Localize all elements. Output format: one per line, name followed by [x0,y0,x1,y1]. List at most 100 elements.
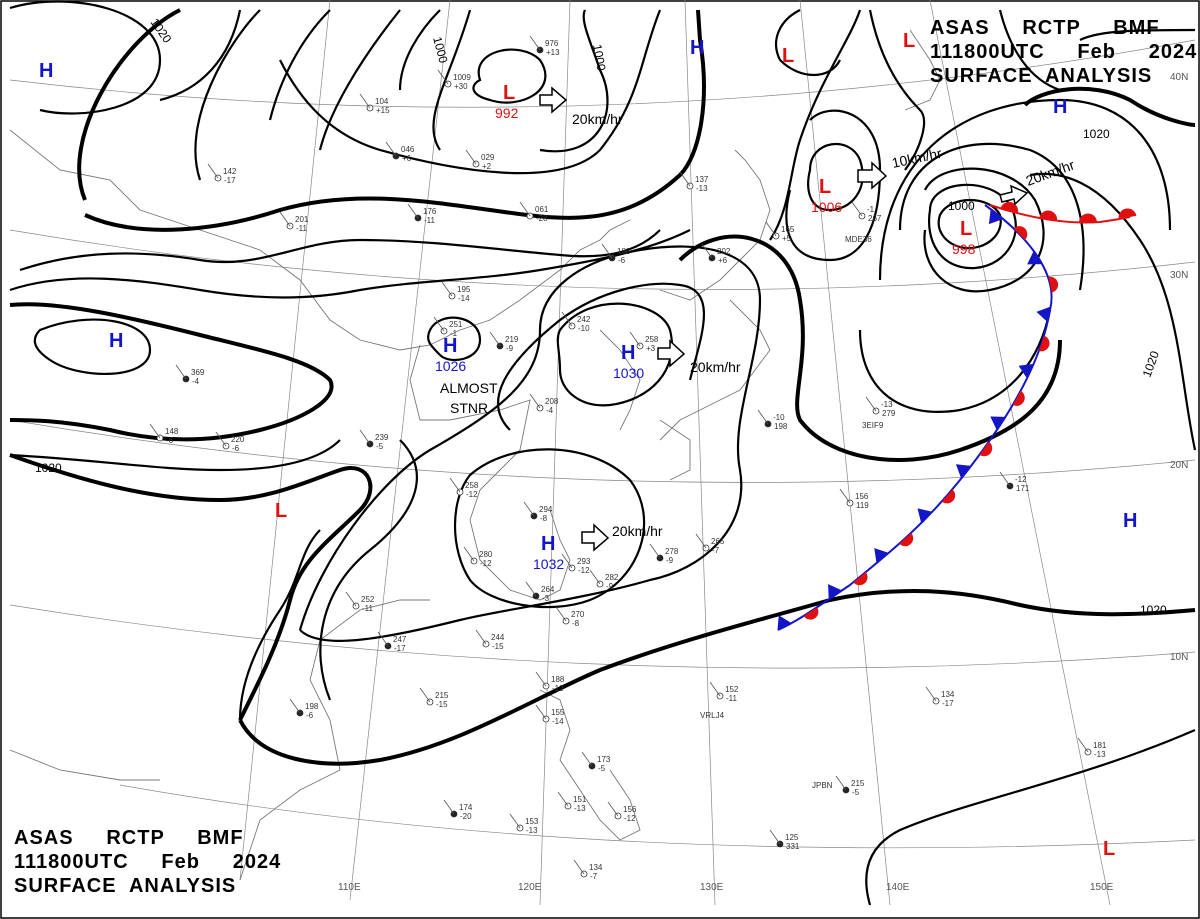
station-tendency: -8 [540,514,548,523]
station-tendency: -11 [424,216,436,225]
station-pressure: 258 [645,335,659,344]
cold-front-triangle [955,464,972,479]
station-pressure: 061 [535,205,549,214]
latitude-labels: 40N 30N 20N 10N [1170,72,1188,663]
cold-front-triangle [828,584,842,600]
wind-barb [433,316,445,332]
station-pressure: 188 [617,247,631,256]
station-tendency: -5 [598,764,606,773]
cold-front-triangle [874,548,889,564]
wind-barb [489,331,501,347]
station-plot: 239-5 [359,429,389,451]
low-symbol: L [1103,838,1115,860]
warm-front-semicircle [1078,213,1097,223]
station-tendency: -8 [572,619,580,628]
station-plot: 251-1 [433,316,463,338]
svg-text:1020: 1020 [35,461,62,475]
station-plot: 208-4 [529,393,559,415]
wind-barb [519,201,531,217]
motion-arrow-low-992: 20km/hr [539,86,623,127]
station-plot: 137-13 [679,171,709,193]
station-pressure: 242 [577,315,591,324]
station-plot: 165+5 [765,221,795,243]
wind-barb [757,409,769,425]
wind-barb [529,35,541,51]
station-plot: 278-9 [649,543,679,565]
station-tendency: -13 [526,826,538,835]
low-symbol: L [819,176,831,198]
station-tendency: -12 [466,490,478,499]
station-plot: 181-13 [1077,737,1107,759]
wind-barb [561,311,573,327]
station-tendency: -11 [362,604,374,613]
wind-barb [465,149,477,165]
station-tendency: +13 [546,48,560,57]
station-tendency: -6 [306,711,314,720]
station-tendency: -13 [1094,750,1106,759]
wind-barb [601,243,613,259]
svg-text:1000: 1000 [590,43,608,72]
station-plot: 152-11 [709,681,739,703]
station-plot: 270-8 [555,606,585,628]
cold-front-triangle [1018,363,1034,379]
high-north: H [690,37,704,59]
svg-text:MDE36: MDE36 [845,235,872,244]
svg-text:140E: 140E [886,882,910,893]
high-symbol: H [621,342,635,364]
station-tendency: +5 [782,234,792,243]
wind-barb [709,681,721,697]
station-plot: 294-8 [523,501,553,523]
station-tendency: -12 [624,814,636,823]
wind-barb [345,591,357,607]
station-pressure: 046 [401,145,415,154]
station-plot: 244-15 [475,629,505,651]
wind-barb [835,775,847,791]
station-plot: 029+2 [465,149,495,171]
station-pressure: 239 [375,433,389,442]
station-tendency: -15 [492,642,504,651]
station-plot: 252-11 [345,591,375,613]
wind-barb [555,606,567,622]
high-east: H [1123,510,1137,532]
station-pressure: 247 [393,635,407,644]
coastlines [9,29,941,881]
title-top: ASAS RCTP BMF 111800UTC Feb 2024 SURFACE… [930,16,1197,88]
station-plot: 195-14 [441,281,471,303]
station-tendency: +6 [402,154,412,163]
high-west: H [109,330,123,352]
wind-barb [573,859,585,875]
station-tendency: -1 [450,329,458,338]
title-line-1: ASAS RCTP BMF [14,827,244,849]
station-pressure: 215 [435,691,449,700]
wind-barb [385,141,397,157]
note-stnr: STNR [450,400,488,416]
station-tendency: -12 [480,559,492,568]
station-pressure: 270 [571,610,585,619]
station-tendency: +30 [454,82,468,91]
station-tendency: -6 [166,436,174,445]
wind-barb [475,629,487,645]
low-west: L [275,500,287,522]
wind-barb [925,686,937,702]
station-plot: 976+13 [529,35,560,57]
cold-front-triangle [1027,250,1043,265]
station-plot: 280-12 [463,546,493,568]
station-tendency: -10 [578,324,590,333]
station-pressure: 1009 [453,73,471,82]
station-tendency: -14 [458,294,470,303]
wind-barb [443,799,455,815]
high-symbol: H [1123,510,1137,532]
wind-barb [449,477,461,493]
low-ne-corner: L [903,30,915,52]
svg-text:1000: 1000 [948,199,975,213]
warm-front-semicircle [1048,276,1059,293]
station-plot: 188-6 [601,243,631,265]
station-pressure: 280 [479,550,493,559]
station-pressure: 174 [459,803,473,812]
svg-text:150E: 150E [1090,882,1114,893]
station-plot: 282-9 [589,569,619,591]
svg-text:20km/hr: 20km/hr [612,523,663,539]
svg-text:20km/hr: 20km/hr [572,111,623,127]
